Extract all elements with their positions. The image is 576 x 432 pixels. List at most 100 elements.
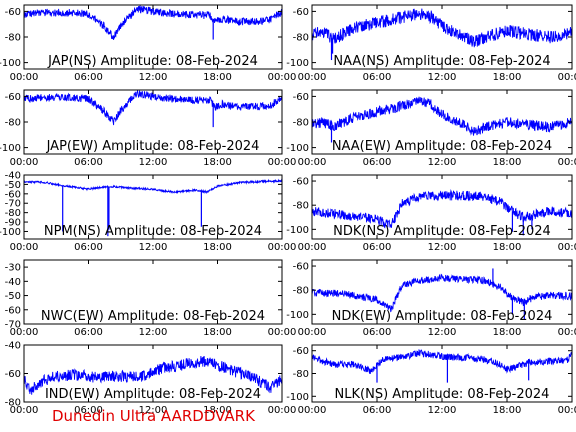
y-tick-label: -60	[293, 177, 309, 188]
x-tick-label: 06:00	[363, 72, 392, 83]
y-tick-label: -60	[293, 7, 309, 18]
x-tick-label: 12:00	[139, 327, 168, 338]
x-tick-label: 18:00	[493, 327, 522, 338]
x-tick-label: 18:00	[203, 242, 232, 253]
y-tick-label: -80	[293, 118, 309, 129]
panel-title: NAA(NS) Amplitude: 08-Feb-2024	[333, 54, 550, 69]
panel-title: IND(EW) Amplitude: 08-Feb-2024	[45, 387, 261, 402]
panel-4: -100-90-80-70-60-50-40 00:00 06:00 12:00 18:…	[0, 171, 296, 254]
panel-title: NLK(NS) Amplitude: 08-Feb-2024	[335, 387, 550, 402]
x-tick-label: 00:00	[558, 157, 576, 168]
series-line	[312, 96, 572, 136]
y-tick-label: -80	[293, 286, 309, 297]
x-tick-label: 06:00	[363, 405, 392, 416]
y-tick-label: -60	[5, 369, 21, 380]
y-tick-label: -80	[293, 33, 309, 44]
x-tick-label: 00:00	[558, 242, 576, 253]
x-tick-label: 06:00	[363, 157, 392, 168]
y-tick-label: -100	[286, 310, 309, 321]
y-tick-label: -40	[5, 277, 21, 288]
x-tick-label: 12:00	[428, 72, 457, 83]
y-tick-label: -100	[286, 143, 309, 154]
x-tick-label: 12:00	[139, 157, 168, 168]
series-line	[312, 189, 572, 229]
y-tick-label: -40	[5, 341, 21, 352]
panel-title: NAA(EW) Amplitude: 08-Feb-2024	[332, 139, 552, 154]
panel-8: -80 -60 -40 00:00 06:00 12:00 18:00 00:00 IND(EW…	[5, 341, 297, 417]
x-tick-label: 06:00	[74, 72, 103, 83]
x-tick-label: 12:00	[428, 327, 457, 338]
x-tick-label: 00:00	[298, 327, 327, 338]
series-line	[24, 355, 282, 395]
x-tick-label: 00:00	[298, 405, 327, 416]
x-tick-label: 12:00	[139, 72, 168, 83]
x-tick-label: 06:00	[363, 327, 392, 338]
panel-2: -100 -80 -60 00:00 06:00 12:00 18:00 00:00 JAP(E…	[0, 89, 297, 168]
y-tick-label: -60	[293, 346, 309, 357]
x-tick-label: 00:00	[10, 157, 39, 168]
x-tick-label: 18:00	[203, 72, 232, 83]
y-tick-label: -60	[5, 7, 21, 18]
x-tick-label: 00:00	[268, 327, 297, 338]
x-tick-label: 06:00	[363, 242, 392, 253]
x-tick-label: 12:00	[428, 157, 457, 168]
y-tick-label: -80	[5, 118, 21, 129]
series-line	[24, 178, 282, 195]
panel-title: JAP(EW) Amplitude: 08-Feb-2024	[46, 139, 260, 154]
panel-7: -100 -80 -60 00:00 06:00 12:00 18:00 00:00 NDK(E…	[286, 259, 576, 338]
x-tick-label: 12:00	[428, 405, 457, 416]
x-tick-label: 00:00	[10, 327, 39, 338]
panel-title: NDK(NS) Amplitude: 08-Feb-2024	[333, 224, 551, 239]
y-tick-label: -60	[5, 92, 21, 103]
y-tick-label: -100	[286, 58, 309, 69]
x-tick-label: 12:00	[428, 242, 457, 253]
x-tick-label: 00:00	[10, 72, 39, 83]
x-tick-label: 06:00	[74, 157, 103, 168]
x-tick-label: 00:00	[268, 72, 297, 83]
y-tick-label: -80	[293, 369, 309, 380]
x-tick-label: 06:00	[74, 405, 103, 416]
x-tick-label: 06:00	[74, 242, 103, 253]
x-tick-label: 18:00	[493, 405, 522, 416]
y-tick-label: -80	[293, 201, 309, 212]
panel-title: NWC(EW) Amplitude: 08-Feb-2024	[41, 309, 265, 324]
panel-9: -100 -80 -60 00:00 06:00 12:00 18:00 00:00 NLK(N…	[286, 344, 576, 416]
y-tick-label: -60	[293, 262, 309, 273]
x-tick-label: 00:00	[10, 242, 39, 253]
x-tick-label: 18:00	[203, 405, 232, 416]
y-tick-label: -60	[5, 305, 21, 316]
x-tick-label: 00:00	[558, 327, 576, 338]
series-line	[312, 273, 572, 313]
footer-label: Dunedin Ultra AARDDVARK	[52, 407, 255, 425]
panel-0: -100 -80 -60 00:00 06:00 12:00 18:00 00:00 JAP(N…	[0, 4, 297, 83]
panel-1: -100 -80 -60 00:00 06:00 12:00 18:00 00:00 NAA(N…	[286, 4, 576, 83]
y-tick-label: -100	[0, 227, 21, 238]
x-tick-label: 06:00	[74, 327, 103, 338]
y-tick-label: -100	[0, 58, 21, 69]
panel-title: JAP(NS) Amplitude: 08-Feb-2024	[47, 54, 258, 69]
y-tick-label: -50	[5, 180, 21, 191]
x-tick-label: 12:00	[139, 242, 168, 253]
panel-6: -70 -60 -50 -40 -30 00:00 06:00 12:00 18:00 00:00…	[5, 259, 297, 338]
y-tick-label: -70	[5, 199, 21, 210]
y-tick-label: -100	[0, 143, 21, 154]
x-tick-label: 18:00	[493, 157, 522, 168]
y-tick-label: -80	[5, 33, 21, 44]
x-tick-label: 00:00	[298, 242, 327, 253]
y-tick-label: -80	[5, 208, 21, 219]
series-line	[312, 8, 572, 48]
series-line	[24, 90, 282, 126]
y-tick-label: -60	[5, 189, 21, 200]
x-tick-label: 00:00	[268, 157, 297, 168]
y-tick-label: -30	[5, 263, 21, 274]
panel-title: NPM(NS) Amplitude: 08-Feb-2024	[44, 224, 262, 239]
series-line	[24, 5, 282, 41]
panel-5: -100 -80 -60 00:00 06:00 12:00 18:00 00:00 NDK(N…	[286, 174, 576, 253]
y-tick-label: -40	[5, 171, 21, 182]
x-tick-label: 00:00	[558, 405, 576, 416]
x-tick-label: 18:00	[203, 157, 232, 168]
series-line	[312, 349, 572, 374]
panel-3: -100 -80 -60 00:00 06:00 12:00 18:00 00:00 NAA(E…	[286, 89, 576, 168]
y-tick-label: -90	[5, 218, 21, 229]
x-tick-label: 00:00	[268, 405, 297, 416]
